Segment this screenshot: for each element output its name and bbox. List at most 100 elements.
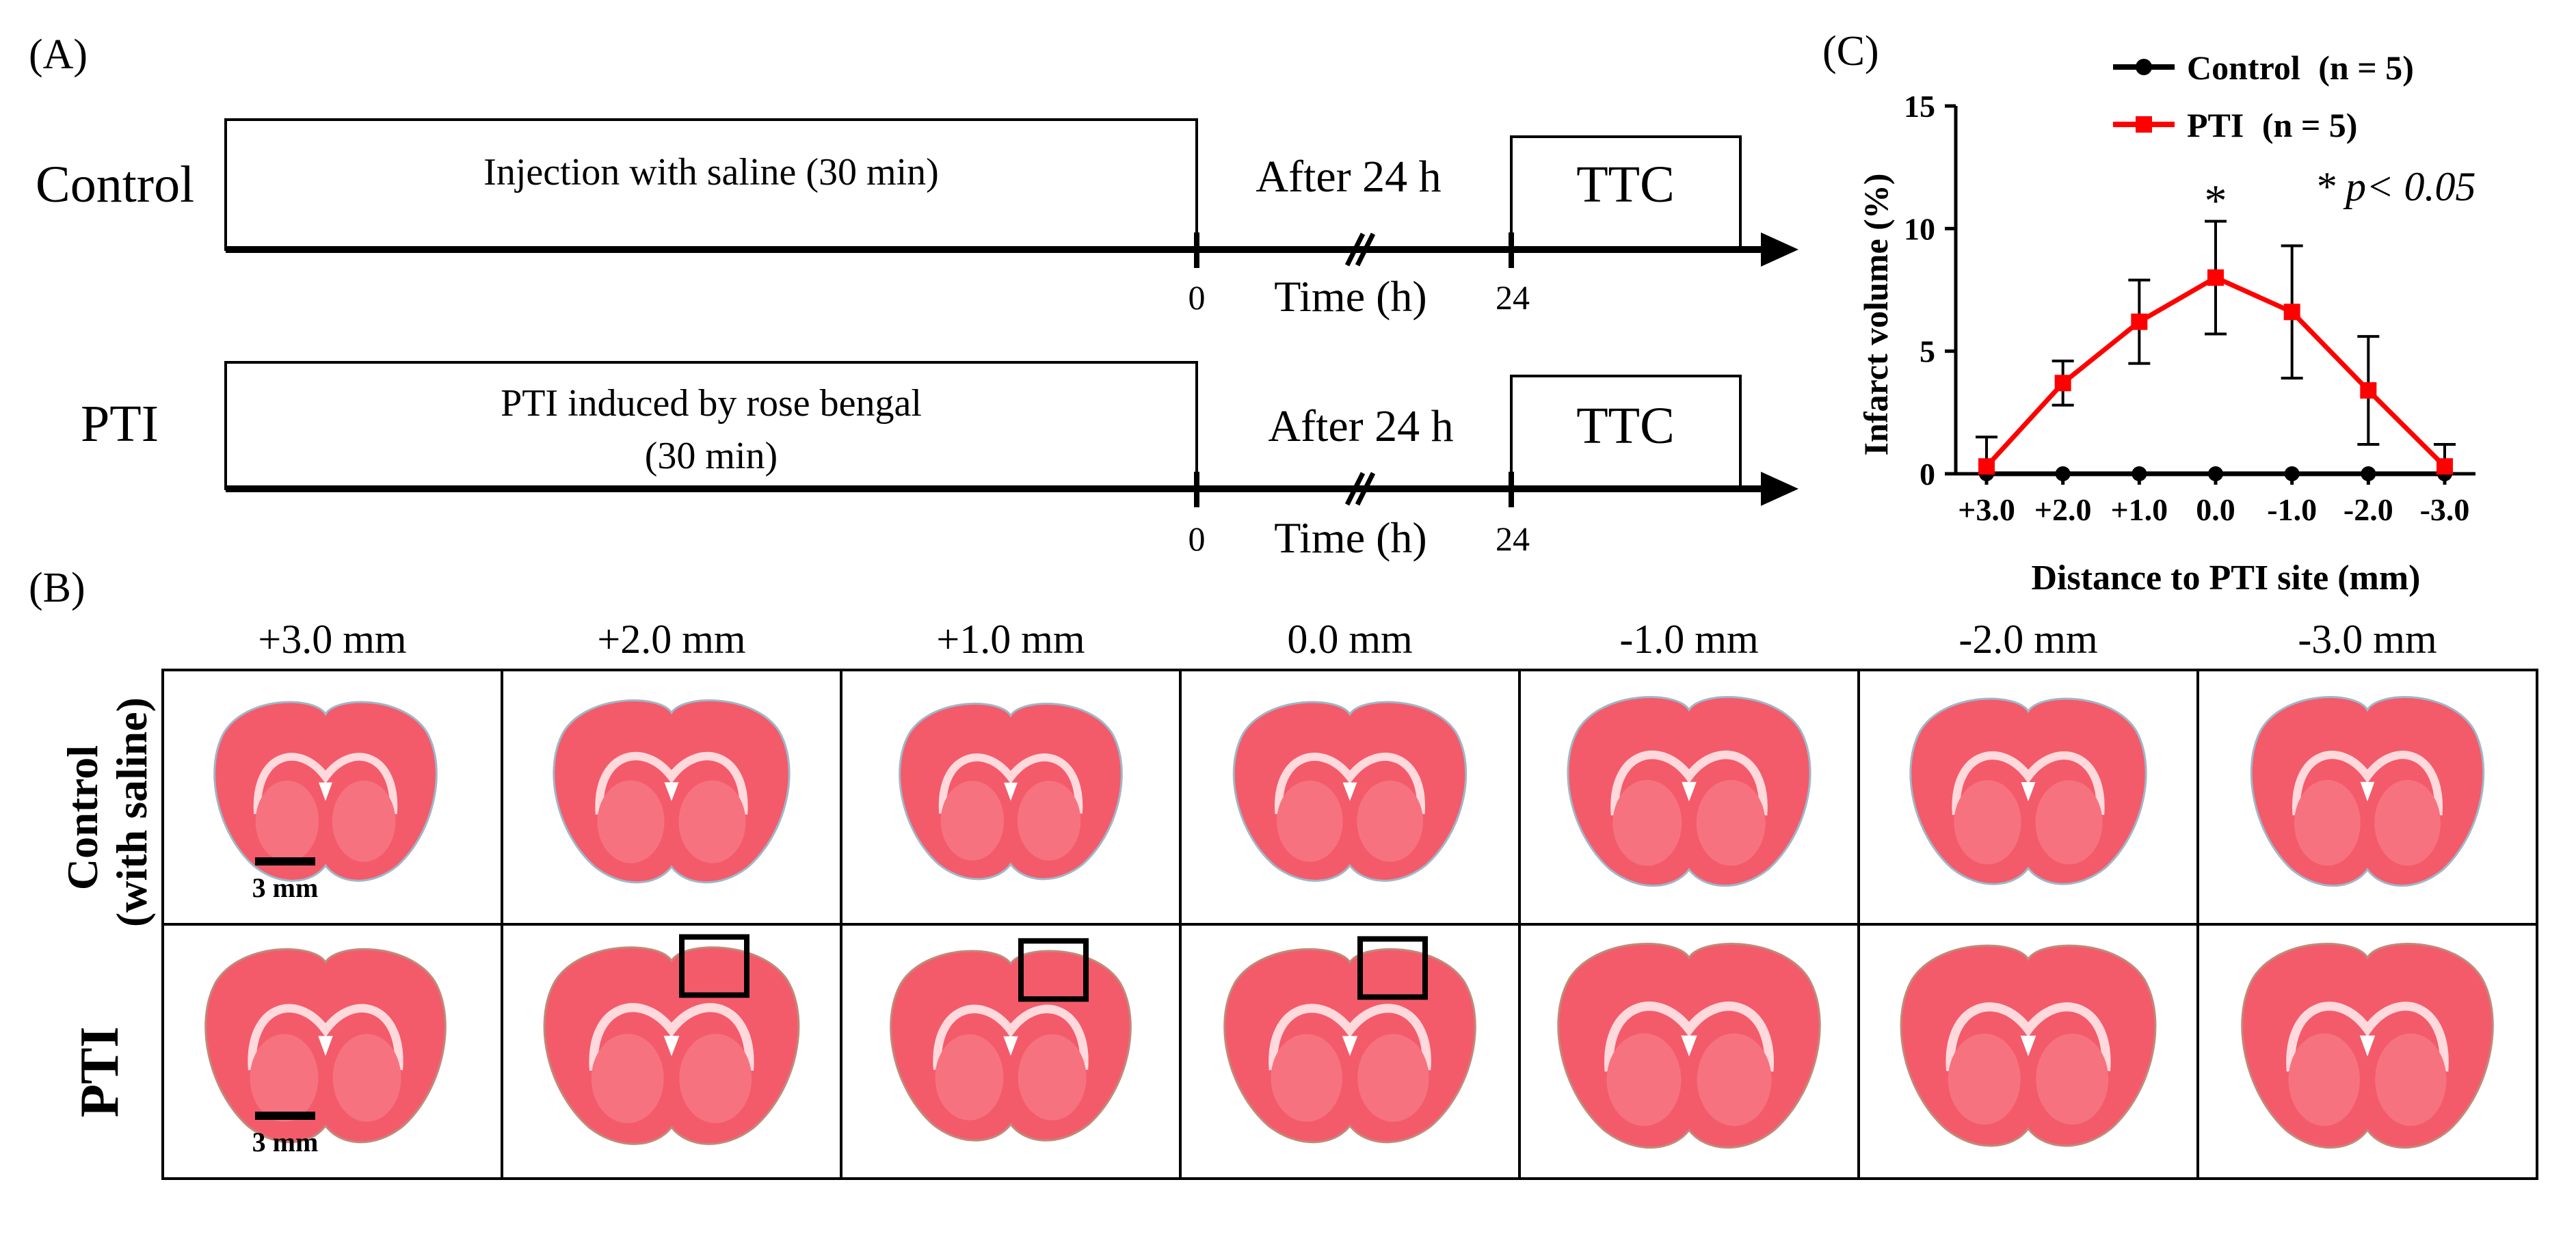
legend-marker-control [2136, 59, 2152, 75]
striatum-right [1018, 1034, 1087, 1121]
brain-slice-pti-7 [2241, 943, 2494, 1149]
data-point-pti [2207, 269, 2224, 286]
ventricle [1003, 1036, 1018, 1056]
chart-x-tick-label: -1.0 [2267, 492, 2317, 527]
brain-slice-pti-3 [890, 938, 1132, 1142]
brain-slice-control-5 [1567, 696, 1811, 887]
brain-slice-control-2 [553, 699, 791, 884]
timeline-axis-break [1344, 232, 1376, 267]
chart-legend: Control (n = 5) PTI (n = 5) [2113, 49, 2414, 144]
timeline-ttc-label: TTC [1576, 156, 1675, 213]
panel-label-b: (B) [29, 565, 85, 611]
brain-slice-pti-5 [1557, 943, 1821, 1149]
infarct-highlight-box [1018, 938, 1089, 1002]
brain-slice-pti-2 [543, 934, 800, 1145]
timeline-ttc-label: TTC [1576, 397, 1675, 455]
striatum-right [332, 1034, 401, 1122]
ventricle [1342, 1036, 1358, 1056]
panel-b: (B) +3.0 mm +2.0 mm +1.0 mm 0.0 mm -1.0 mm -2… [29, 565, 2538, 1180]
panel-label-c: (C) [1822, 28, 1879, 75]
brain-slice-control-6 [1909, 697, 2147, 885]
white-matter-band [938, 753, 1083, 814]
data-point-control [2055, 466, 2071, 481]
chart-significance-star: * [2205, 176, 2227, 226]
white-matter-band [1269, 1004, 1431, 1071]
data-point-control [2208, 466, 2223, 481]
striatum-left [255, 780, 319, 862]
striatum-right [1017, 781, 1081, 861]
chart-x-tick-label: +3.0 [1958, 492, 2015, 527]
ventricle [2021, 782, 2036, 801]
panel-a: (A) Control Injection with saline (30 mi… [29, 31, 1798, 562]
legend-n-pti: (n = 5) [2262, 106, 2358, 144]
chart-x-tick-label: 0.0 [2196, 492, 2235, 527]
timeline-injection-text: Injection with saline (30 min) [483, 151, 939, 193]
legend-name-pti: PTI [2187, 106, 2244, 144]
legend-n-control: (n = 5) [2318, 49, 2414, 87]
white-matter-band [595, 751, 748, 815]
white-matter-band [589, 1003, 754, 1071]
chart-x-axis-title: Distance to PTI site (mm) [2032, 559, 2421, 598]
striatum-left [250, 1034, 319, 1122]
chart-y-tick-label: 5 [1920, 334, 1935, 369]
timeline-group-label: Control [36, 156, 194, 213]
ventricle [318, 1036, 333, 1056]
row-label-control-line2: (with saline) [107, 697, 156, 927]
chart-y-axis-title: Infarct volume (%) [1857, 174, 1895, 456]
panel-label-a: (A) [29, 31, 88, 78]
slice-position-label: 0.0 mm [1287, 617, 1412, 662]
slice-position-label: +3.0 mm [258, 617, 406, 662]
ventricle [1682, 781, 1697, 802]
white-matter-band [1275, 752, 1425, 814]
timeline-after-label: After 24 h [1268, 401, 1453, 451]
white-matter-band [2292, 751, 2443, 816]
panel-c: (C) Control (n = 5) PTI (n = 5) 0 5 10 15 +3… [1822, 28, 2476, 598]
white-matter-band [1946, 1002, 2111, 1071]
scale-bar-label: 3 mm [252, 872, 319, 903]
timeline-after-label: After 24 h [1256, 152, 1441, 202]
brain-slice-pti-6 [1900, 944, 2157, 1147]
chart-y-tick-label: 15 [1904, 89, 1935, 124]
brain-slice-pti-4 [1223, 936, 1476, 1144]
legend-label-pti: PTI (n = 5) [2187, 106, 2357, 144]
striatum-right [1357, 780, 1423, 862]
brain-slice-control-7 [2250, 696, 2485, 887]
data-point-pti [2283, 304, 2300, 321]
timeline-induction-text-line2: (30 min) [645, 435, 778, 477]
chart-plot: 0 5 10 15 +3.0 +2.0 +1.0 0.0 -1.0 -2.0 -3.0 [1904, 89, 2475, 527]
striatum-right [2035, 780, 2103, 865]
white-matter-band [933, 1004, 1089, 1070]
striatum-right [2036, 1033, 2109, 1125]
data-point-pti [2360, 382, 2377, 399]
data-point-pti [2054, 375, 2071, 392]
timeline-group-label: PTI [81, 395, 159, 453]
brain-slice-pti-1 [204, 948, 447, 1144]
timeline-axis-break [1344, 472, 1376, 506]
slice-position-headers: +3.0 mm +2.0 mm +1.0 mm 0.0 mm -1.0 mm -2.0 m… [258, 617, 2436, 662]
striatum-left [2288, 1033, 2360, 1126]
ventricle [664, 782, 679, 801]
striatum-right [679, 1034, 752, 1123]
slice-position-label: +2.0 mm [597, 617, 745, 662]
infarct-highlight-box [1357, 936, 1428, 1000]
data-point-pti [2436, 458, 2453, 475]
striatum-right [1357, 1034, 1429, 1122]
striatum-left [1612, 779, 1682, 866]
striatum-left [591, 1034, 664, 1123]
white-matter-band [248, 1004, 403, 1071]
ventricle [319, 782, 332, 801]
timeline-pti: PTI PTI induced by rose bengal (30 min) … [81, 361, 1798, 562]
striatum-right [2374, 779, 2441, 866]
slice-position-label: -3.0 mm [2298, 617, 2436, 662]
chart-y-tick-label: 10 [1904, 211, 1935, 246]
data-point-pti [1978, 458, 1995, 475]
slice-position-label: -1.0 mm [1619, 617, 1758, 662]
slice-position-label: +1.0 mm [936, 617, 1085, 662]
timeline-arrowhead [1761, 472, 1798, 506]
ventricle [2020, 1035, 2036, 1057]
brain-slice-control-3 [899, 702, 1123, 881]
legend-marker-pti [2136, 116, 2152, 133]
striatum-left [1271, 1034, 1342, 1122]
legend-name-control: Control [2187, 49, 2300, 87]
